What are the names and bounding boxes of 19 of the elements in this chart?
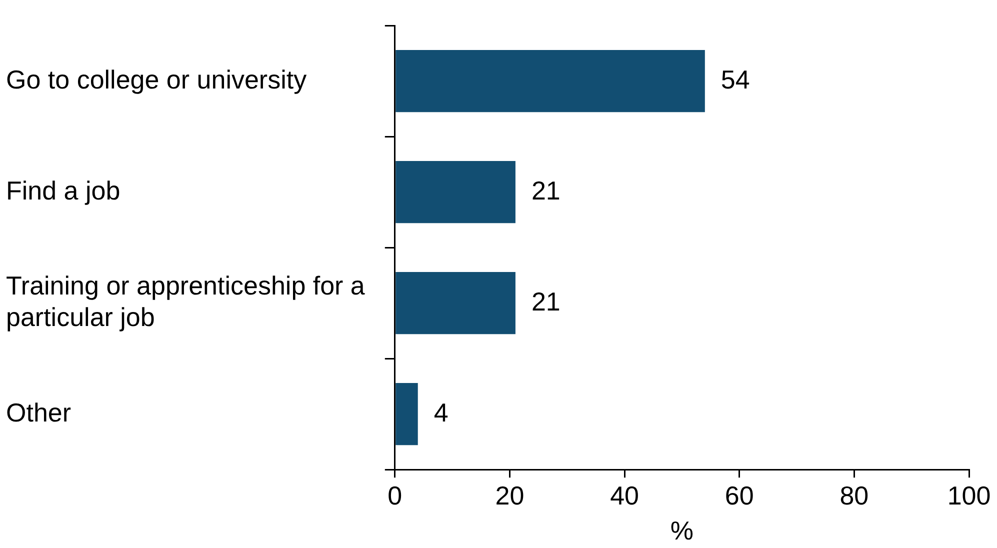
x-tick-label: 20: [495, 480, 524, 510]
bar: [396, 383, 418, 446]
x-tick-label: 60: [724, 480, 754, 510]
bar: [396, 272, 516, 334]
x-tick-label: 80: [840, 480, 869, 510]
x-tick-label: 40: [610, 480, 639, 510]
bar: [396, 161, 516, 224]
y-tick-label: Other: [6, 397, 72, 428]
x-axis-title: %: [670, 516, 694, 546]
y-tick-label: Go to college or university: [6, 64, 307, 94]
data-label: 54: [720, 64, 750, 94]
y-tick-label: Training or apprenticeship for a particular job: [6, 270, 366, 332]
data-label: 21: [531, 175, 560, 206]
data-label: 4: [434, 397, 448, 428]
data-label: 21: [531, 286, 560, 316]
y-tick-label: Find a job: [6, 175, 120, 206]
x-tick-label: 100: [947, 480, 991, 510]
x-tick-label: 0: [388, 480, 402, 510]
bar: [396, 50, 705, 112]
